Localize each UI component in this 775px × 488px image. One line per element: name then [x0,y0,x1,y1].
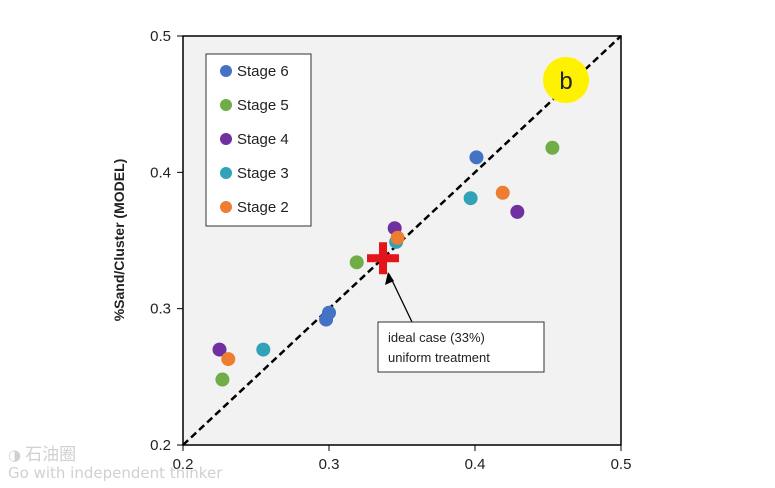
data-point-stage-3-3 [256,342,271,357]
data-point-stage-4-1 [510,204,525,219]
data-point-stage-6-1 [469,150,484,165]
legend-marker-stage-6 [220,65,232,77]
ideal-point-group [367,242,400,275]
x-tick-label: 0.5 [611,456,632,473]
legend-label-stage-2: Stage 2 [237,199,289,216]
y-tick-label: 0.4 [150,164,171,181]
data-point-stage-3-1 [463,191,478,206]
watermark-logo-icon: ◑ [8,446,22,464]
annotation-line-1: ideal case (33%) [388,330,485,345]
panel-label: b [559,68,572,95]
watermark-site: 石油圈 [25,445,77,465]
legend: Stage 6 Stage 5 Stage 4 Stage 3 Stage 2 [220,63,289,216]
legend-label-stage-5: Stage 5 [237,97,289,114]
y-ticks: 0.2 0.3 0.4 0.5 [150,28,183,454]
watermark: ◑ 石油圈 Go with independent thinker [8,446,222,482]
y-tick-label: 0.5 [150,28,171,45]
legend-marker-stage-3 [220,167,232,179]
legend-marker-stage-4 [220,133,232,145]
x-ticks: 0.2 0.3 0.4 0.5 [173,445,632,473]
y-tick-label: 0.2 [150,437,171,454]
data-point-stage-6-3 [319,312,334,327]
data-point-stage-2-2 [390,230,405,245]
data-point-stage-5-1 [545,140,560,155]
data-points-group [212,140,560,387]
x-tick-label: 0.3 [319,456,340,473]
watermark-slogan: Go with independent thinker [8,464,223,482]
y-axis-label: %Sand/Cluster (MODEL) [111,159,127,322]
legend-marker-stage-5 [220,99,232,111]
data-point-stage-2-3 [221,352,236,367]
annotation-line-2: uniform treatment [388,350,490,365]
data-point-stage-5-2 [349,255,364,270]
y-tick-label: 0.3 [150,301,171,318]
data-point-stage-4-3 [212,342,227,357]
x-tick-label: 0.4 [465,456,486,473]
legend-label-stage-4: Stage 4 [237,131,289,148]
panel-label-badge [543,57,589,103]
legend-label-stage-6: Stage 6 [237,63,289,80]
x-tick-label: 0.2 [173,456,194,473]
data-point-stage-2-1 [495,185,510,200]
legend-label-stage-3: Stage 3 [237,165,289,182]
annotation-box [377,321,545,373]
legend-marker-stage-2 [220,201,232,213]
annotation-arrow [385,272,413,323]
data-point-stage-5-3 [215,372,230,387]
ideal-point-cross-vertical [379,242,388,275]
